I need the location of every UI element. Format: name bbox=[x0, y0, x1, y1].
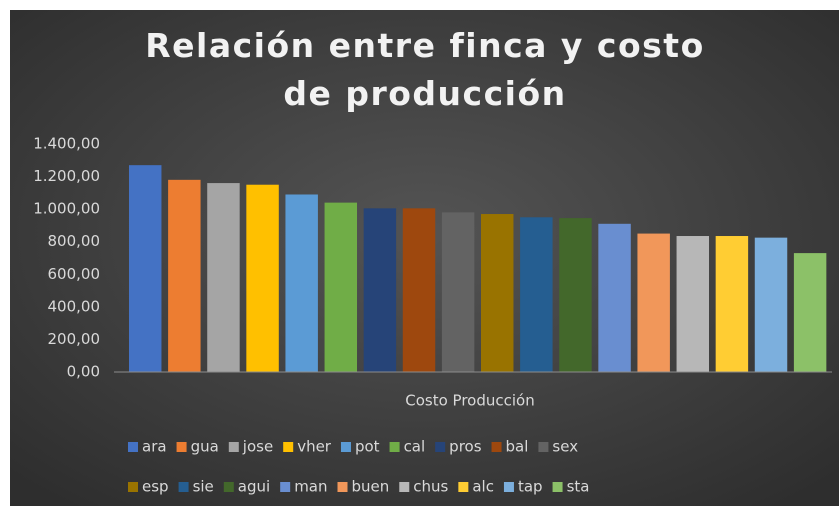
legend-swatch bbox=[458, 482, 469, 492]
bar bbox=[520, 217, 553, 372]
legend-label: buen bbox=[352, 478, 390, 496]
bar bbox=[402, 208, 436, 372]
legend-swatch bbox=[491, 442, 502, 452]
y-tick-label: 1.200,00 bbox=[33, 167, 100, 185]
y-tick-label: 800,00 bbox=[48, 232, 101, 250]
legend-swatch bbox=[552, 482, 563, 492]
bar bbox=[598, 223, 631, 372]
bar bbox=[754, 237, 788, 372]
bar bbox=[324, 202, 358, 372]
bar bbox=[363, 208, 397, 372]
y-tick-label: 400,00 bbox=[48, 297, 101, 315]
bar bbox=[441, 212, 475, 372]
bar bbox=[559, 218, 592, 372]
legend-label: ara bbox=[142, 438, 167, 456]
bar bbox=[481, 214, 514, 372]
legend-swatch bbox=[178, 482, 189, 492]
bar bbox=[676, 236, 710, 372]
legend-label: man bbox=[294, 478, 327, 496]
legend-label: vher bbox=[297, 438, 332, 456]
legend-swatch bbox=[283, 442, 294, 452]
bar bbox=[637, 233, 670, 372]
legend-swatch bbox=[389, 442, 400, 452]
bar bbox=[207, 183, 240, 372]
chart-title: Relación entre finca y costo de producci… bbox=[145, 26, 705, 113]
y-tick-label: 0,00 bbox=[67, 363, 100, 381]
bar bbox=[246, 184, 279, 372]
legend-label: gua bbox=[191, 438, 219, 456]
bar bbox=[129, 165, 162, 372]
legend-swatch bbox=[128, 442, 138, 452]
bar bbox=[168, 179, 201, 372]
legend-swatch bbox=[228, 442, 239, 452]
bar bbox=[793, 253, 827, 372]
legend-label: alc bbox=[472, 478, 494, 496]
legend-label: pros bbox=[449, 438, 482, 456]
legend-label: pot bbox=[355, 438, 380, 456]
legend-swatch bbox=[223, 482, 234, 492]
legend-label: sta bbox=[567, 478, 590, 496]
legend-swatch bbox=[340, 442, 351, 452]
legend-swatch bbox=[503, 482, 514, 492]
legend-label: sex bbox=[552, 438, 578, 456]
legend-label: tap bbox=[518, 478, 543, 496]
legend-label: jose bbox=[242, 438, 273, 456]
bar bbox=[715, 236, 749, 372]
legend-label: agui bbox=[238, 478, 270, 496]
y-tick-label: 200,00 bbox=[48, 330, 101, 348]
y-tick-label: 1.000,00 bbox=[33, 200, 100, 218]
legend-label: sie bbox=[193, 478, 214, 496]
legend-swatch bbox=[128, 482, 138, 492]
legend-label: cal bbox=[404, 438, 426, 456]
bar bbox=[285, 194, 318, 372]
legend-label: esp bbox=[142, 478, 169, 496]
legend-label: chus bbox=[413, 478, 448, 496]
y-tick-label: 600,00 bbox=[48, 265, 101, 283]
legend-swatch bbox=[176, 442, 187, 452]
legend-swatch bbox=[399, 482, 410, 492]
legend-swatch bbox=[280, 482, 291, 492]
y-tick-label: 1.400,00 bbox=[33, 135, 100, 153]
legend-label: bal bbox=[506, 438, 529, 456]
legend-swatch bbox=[435, 442, 446, 452]
legend-swatch bbox=[337, 482, 348, 492]
x-category-label: Costo Producción bbox=[405, 392, 534, 410]
legend-swatch bbox=[538, 442, 549, 452]
